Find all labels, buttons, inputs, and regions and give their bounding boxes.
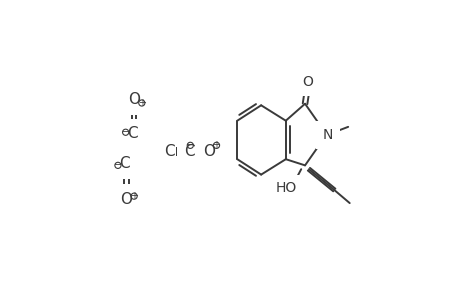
Text: +: + [138,98,146,108]
Text: C: C [127,126,138,141]
Text: HO: HO [275,182,297,196]
Text: O: O [128,92,140,107]
Text: −: − [121,127,129,137]
Text: Cr: Cr [164,144,181,159]
Text: O: O [302,75,313,89]
Text: O: O [203,144,215,159]
Text: −: − [186,140,194,150]
Text: +: + [212,140,220,150]
Text: C: C [119,156,130,171]
Text: N: N [322,128,333,142]
Text: C: C [184,144,195,159]
Text: O: O [120,192,132,207]
Text: −: − [114,160,122,170]
Text: +: + [130,191,138,201]
